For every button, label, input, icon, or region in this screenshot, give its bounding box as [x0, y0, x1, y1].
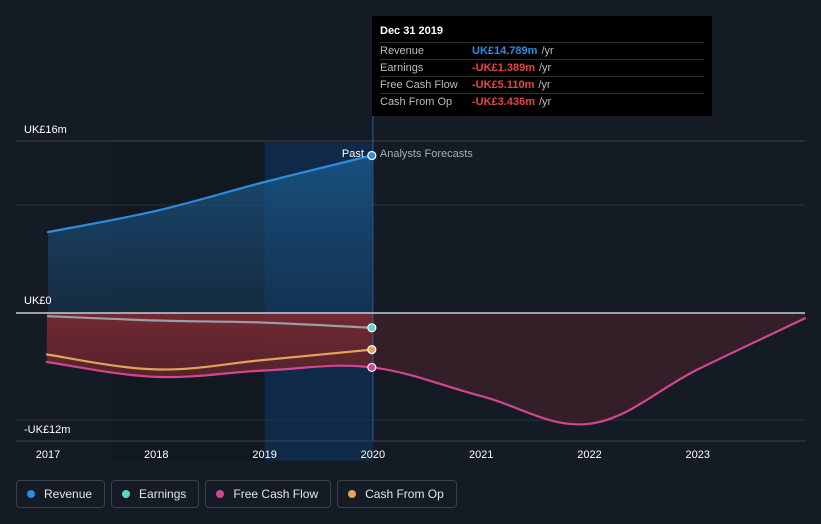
earnings-point: [367, 323, 377, 333]
free-cash-flow-line: [45, 317, 807, 426]
tooltip-row-free-cash-flow: Free Cash Flow -UK£5.110m /yr: [380, 77, 704, 94]
tooltip-row-cash-from-op: Cash From Op -UK£3.436m /yr: [380, 94, 704, 110]
tooltip-value: UK£14.789m: [472, 45, 538, 57]
y-label-bottom: -UK£12m: [24, 424, 70, 436]
x-tick-label: 2018: [144, 449, 168, 461]
tooltip-unit: /yr: [541, 45, 554, 57]
legend-item-earnings[interactable]: Earnings: [111, 480, 200, 508]
tooltip-unit: /yr: [538, 62, 552, 74]
x-tick-label: 2022: [577, 449, 601, 461]
legend-dot-icon: [348, 490, 357, 498]
legend-item-revenue[interactable]: Revenue: [16, 480, 106, 508]
legend-dot-icon: [216, 490, 225, 498]
free-cash-flow-point: [367, 362, 377, 373]
past-label: Past: [342, 148, 364, 160]
cash-from-op-point: [367, 344, 377, 355]
y-label-zero: UK£0: [24, 295, 52, 307]
tooltip-value: -UK£5.110m: [472, 79, 535, 91]
tooltip-value: -UK£1.389m: [472, 62, 535, 74]
tooltip-label: Earnings: [380, 62, 424, 74]
legend-label: Earnings: [139, 487, 187, 501]
tooltip-label: Revenue: [380, 45, 425, 57]
legend-item-free-cash-flow[interactable]: Free Cash Flow: [205, 480, 332, 508]
tooltip-label: Free Cash Flow: [380, 79, 458, 91]
cash-from-op-line: [45, 348, 373, 371]
x-tick-label: 2017: [36, 449, 60, 461]
chart-legend: Revenue Earnings Free Cash Flow Cash Fro…: [16, 480, 457, 508]
forecast-label: Analysts Forecasts: [380, 148, 473, 160]
tooltip-unit: /yr: [538, 79, 551, 91]
tooltip-unit: /yr: [538, 96, 552, 108]
legend-label: Free Cash Flow: [233, 487, 319, 501]
legend-dot-icon: [122, 490, 131, 498]
tooltip-row-earnings: Earnings -UK£1.389m /yr: [380, 60, 704, 77]
chart-tooltip: Dec 31 2019 Revenue UK£14.789m /yr Earni…: [372, 16, 712, 116]
x-tick-label: 2023: [686, 449, 710, 461]
tooltip-row-revenue: Revenue UK£14.789m /yr: [380, 43, 704, 60]
past-negative-area: [46, 313, 373, 378]
earnings-line: [46, 315, 373, 329]
revenue-line: [46, 154, 373, 234]
x-tick-label: 2019: [252, 449, 276, 461]
tooltip-date: Dec 31 2019: [380, 24, 704, 43]
legend-item-cash-from-op[interactable]: Cash From Op: [337, 480, 457, 508]
y-label-top: UK£16m: [24, 124, 67, 136]
revenue-area: [48, 155, 372, 313]
x-tick-label: 2020: [361, 449, 385, 461]
legend-label: Cash From Op: [365, 487, 444, 501]
x-tick-label: 2021: [469, 449, 493, 461]
legend-label: Revenue: [44, 487, 93, 501]
legend-dot-icon: [27, 490, 35, 498]
revenue-point: [367, 150, 377, 161]
tooltip-value: -UK£3.436m: [472, 96, 535, 108]
chart: Past Analysts Forecasts UK£16m UK£0 -UK£12m 2…: [16, 116, 807, 461]
tooltip-label: Cash From Op: [380, 96, 453, 108]
